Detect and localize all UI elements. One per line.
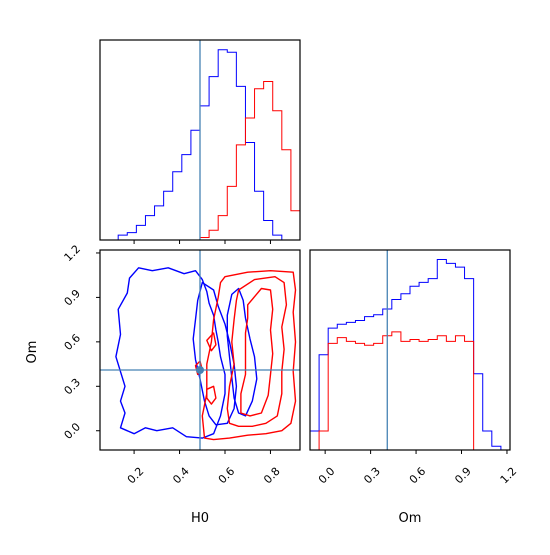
h0-histogram-panel [99, 39, 301, 244]
om-tick-label: 0.9 [62, 287, 84, 309]
h0-tick-label: 0.4 [170, 465, 192, 487]
h0-tick-label: 0.8 [261, 465, 283, 487]
red-contour [240, 287, 274, 417]
joint-frame [99, 249, 301, 451]
om-tick-label: 0.0 [62, 420, 84, 442]
red-contour [206, 332, 217, 352]
om-hist-red-series [310, 331, 510, 451]
h0-hist-frame [99, 39, 301, 241]
om-histogram-panel: 0.0 0.3 0.6 0.9 1.2 [309, 249, 520, 487]
red-contour [226, 276, 288, 427]
om-hist-tick-label: 0.0 [316, 465, 338, 487]
om-hist-tick-label: 1.2 [498, 465, 520, 487]
h0-tick-label: 0.2 [125, 465, 147, 487]
blue-contour [192, 281, 238, 426]
h0-om-contour-panel: 0.2 0.4 0.6 0.8 0.0 0.3 0.6 0.9 1.2 [62, 243, 301, 487]
red-contour [201, 270, 297, 441]
om-hist-tick-label: 0.6 [407, 465, 429, 487]
om-hist-frame [309, 249, 511, 451]
om-tick-label: 1.2 [62, 243, 84, 265]
om-hist-tick-label: 0.9 [452, 465, 474, 487]
blue-contour [226, 287, 258, 417]
om-axis-label: Om [399, 511, 422, 526]
om-hist-tick-label: 0.3 [361, 465, 383, 487]
om-y-axis-label: Om [25, 341, 40, 364]
om-tick-label: 0.3 [62, 376, 84, 398]
om-tick-label: 0.6 [62, 331, 84, 353]
truth-marker [196, 366, 204, 374]
h0-axis-label: H0 [191, 511, 209, 526]
h0-tick-label: 0.6 [216, 465, 238, 487]
red-contour [206, 385, 217, 405]
om-hist-blue-series [309, 259, 510, 451]
